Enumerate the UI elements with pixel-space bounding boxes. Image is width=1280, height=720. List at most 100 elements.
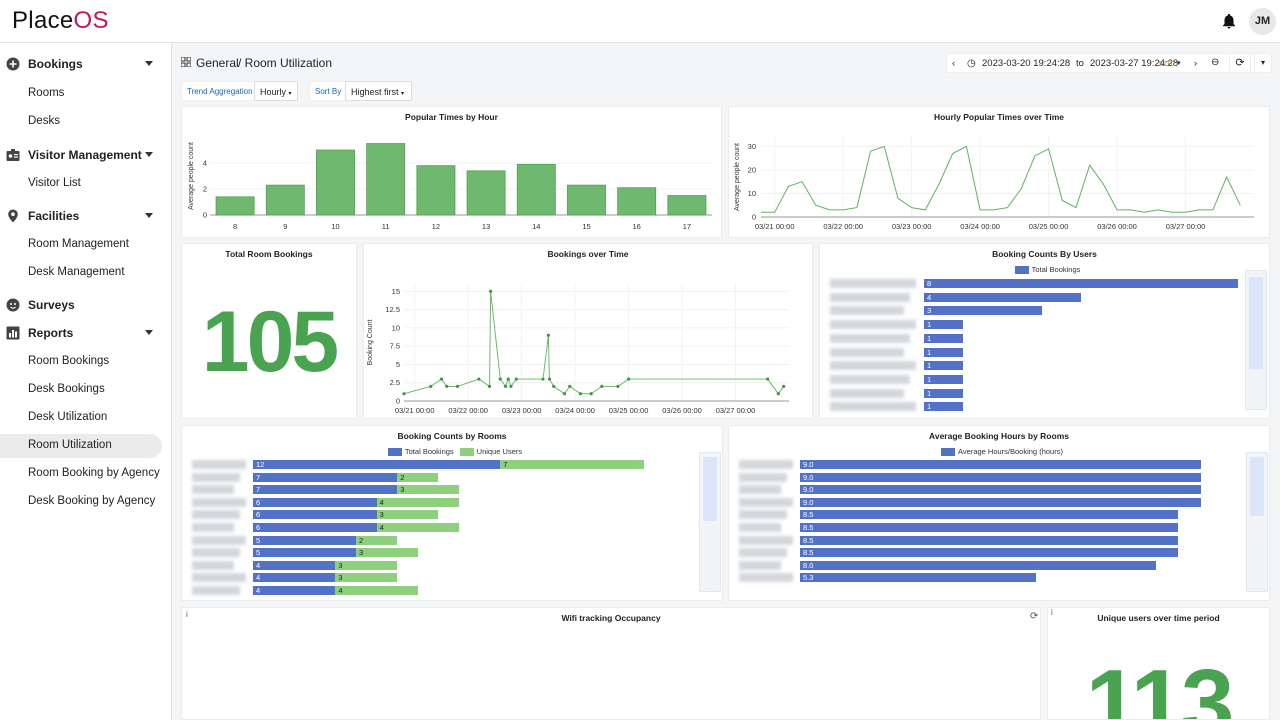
bar[interactable]: 9.0 xyxy=(800,485,1201,495)
sidebar-item-visitor-list[interactable]: Visitor List xyxy=(0,172,162,196)
bar[interactable]: 1 xyxy=(924,361,964,371)
bar[interactable]: 3 xyxy=(924,306,1042,316)
bar-row[interactable]: 5.3 xyxy=(729,573,1239,583)
data-point[interactable] xyxy=(616,384,620,388)
bar-secondary[interactable]: 7 xyxy=(500,460,645,469)
user-avatar[interactable]: JM xyxy=(1249,8,1276,35)
data-point[interactable] xyxy=(477,377,481,381)
bar-row[interactable]: 3 xyxy=(820,306,1240,316)
chart-zoom-slider[interactable] xyxy=(1245,270,1267,410)
refresh-interval-dropdown[interactable]: ▾ xyxy=(1254,53,1272,73)
data-point[interactable] xyxy=(402,392,406,396)
bell-icon[interactable] xyxy=(1220,12,1238,30)
bar-row[interactable]: 9.0 xyxy=(729,485,1239,495)
bar[interactable]: 8.5 xyxy=(800,535,1179,545)
bar-secondary[interactable]: 4 xyxy=(376,497,459,507)
data-point[interactable] xyxy=(589,392,593,396)
data-point[interactable] xyxy=(489,289,493,293)
data-point[interactable] xyxy=(562,392,567,396)
bar-secondary[interactable]: 2 xyxy=(397,472,439,482)
bar[interactable]: 8.5 xyxy=(800,523,1179,532)
bar[interactable] xyxy=(316,149,355,216)
bar[interactable]: 1 xyxy=(924,320,964,330)
time-range-picker[interactable]: ‹ ◷ 2023-03-20 19:24:28 to 2023-03-27 19… xyxy=(946,53,1262,73)
bar[interactable] xyxy=(567,184,606,216)
data-point[interactable] xyxy=(578,392,583,396)
bar[interactable]: 4 xyxy=(253,560,336,570)
sidebar-item-room-bookings[interactable]: Room Bookings xyxy=(0,350,162,374)
bar-row[interactable]: 1 xyxy=(820,374,1240,384)
bar[interactable] xyxy=(265,184,305,216)
sidebar-item-desks[interactable]: Desks xyxy=(0,110,162,134)
bar[interactable]: 1 xyxy=(924,333,964,343)
bar[interactable]: 4 xyxy=(253,573,336,583)
bar-row[interactable]: 1 xyxy=(820,320,1240,330)
bar[interactable]: 7 xyxy=(253,485,398,495)
bar-secondary[interactable]: 2 xyxy=(356,535,398,545)
data-point[interactable] xyxy=(455,384,460,388)
bar[interactable]: 6 xyxy=(253,497,377,507)
bar[interactable]: 5 xyxy=(253,548,356,558)
chevron-right-icon[interactable]: › xyxy=(1194,58,1198,69)
data-point[interactable] xyxy=(782,384,786,388)
bar[interactable]: 9.0 xyxy=(800,460,1201,469)
data-point[interactable] xyxy=(498,377,502,381)
bar-secondary[interactable]: 3 xyxy=(335,560,398,570)
bar[interactable]: 8.5 xyxy=(800,548,1179,558)
data-point[interactable] xyxy=(514,377,518,381)
bar-row[interactable]: 1 xyxy=(820,333,1240,343)
bar[interactable] xyxy=(466,170,506,216)
legend[interactable]: Total Bookings xyxy=(820,265,1269,275)
zoom-out-icon[interactable]: ⊖ xyxy=(1211,57,1220,68)
bar[interactable] xyxy=(366,143,406,216)
bar[interactable]: 1 xyxy=(924,388,964,398)
sidebar-item-desk-management[interactable]: Desk Management xyxy=(0,261,162,285)
data-point[interactable] xyxy=(766,377,770,381)
sidebar-section-bookings[interactable]: Bookings xyxy=(0,51,172,77)
bar-row[interactable]: 12 7 xyxy=(182,460,692,469)
chevron-down-icon[interactable]: ▾ xyxy=(1177,60,1181,67)
data-point[interactable] xyxy=(503,384,508,388)
bar[interactable]: 6 xyxy=(253,523,377,532)
bar-row[interactable]: 8.5 xyxy=(729,548,1239,558)
sidebar-item-room-booking-by-agency[interactable]: Room Booking by Agency xyxy=(0,462,162,486)
data-point[interactable] xyxy=(541,377,545,381)
series-line[interactable] xyxy=(403,291,785,395)
placeos-logo[interactable]: PlaceOS xyxy=(12,7,109,34)
bar-row[interactable]: 9.0 xyxy=(729,472,1239,482)
data-point[interactable] xyxy=(506,377,510,381)
bar[interactable] xyxy=(215,196,255,216)
sidebar-item-desk-utilization[interactable]: Desk Utilization xyxy=(0,406,162,430)
info-icon[interactable]: i xyxy=(1051,608,1053,617)
chevron-down-icon[interactable] xyxy=(145,152,153,157)
bar[interactable] xyxy=(667,195,707,216)
chevron-down-icon[interactable] xyxy=(145,330,153,335)
sidebar-section-surveys[interactable]: Surveys xyxy=(0,292,172,318)
chart-zoom-slider[interactable] xyxy=(699,452,721,592)
data-point[interactable] xyxy=(600,384,604,388)
bar[interactable]: 4 xyxy=(253,586,336,595)
info-icon[interactable]: i xyxy=(186,610,188,619)
bar-secondary[interactable]: 4 xyxy=(376,523,459,532)
bar[interactable]: 9.0 xyxy=(800,472,1201,482)
bar[interactable] xyxy=(416,165,456,216)
data-point[interactable] xyxy=(509,384,513,388)
bar[interactable]: 5.3 xyxy=(800,573,1036,583)
bar-secondary[interactable]: 4 xyxy=(335,586,418,595)
bar[interactable]: 12 xyxy=(253,460,501,469)
series-line[interactable] xyxy=(761,145,1241,213)
bar-secondary[interactable]: 3 xyxy=(356,548,418,558)
sidebar-item-desk-bookings[interactable]: Desk Bookings xyxy=(0,378,162,402)
bar-row[interactable]: 8.0 xyxy=(729,560,1239,570)
data-point[interactable] xyxy=(776,392,780,396)
legend[interactable]: Total Bookings Unique Users xyxy=(182,447,722,457)
data-point[interactable] xyxy=(445,384,449,388)
sidebar-item-room-utilization[interactable]: Room Utilization xyxy=(0,434,162,458)
refresh-button[interactable]: ⟳ xyxy=(1229,53,1251,73)
bar[interactable] xyxy=(516,163,556,216)
breadcrumb-root[interactable]: General xyxy=(196,56,239,70)
